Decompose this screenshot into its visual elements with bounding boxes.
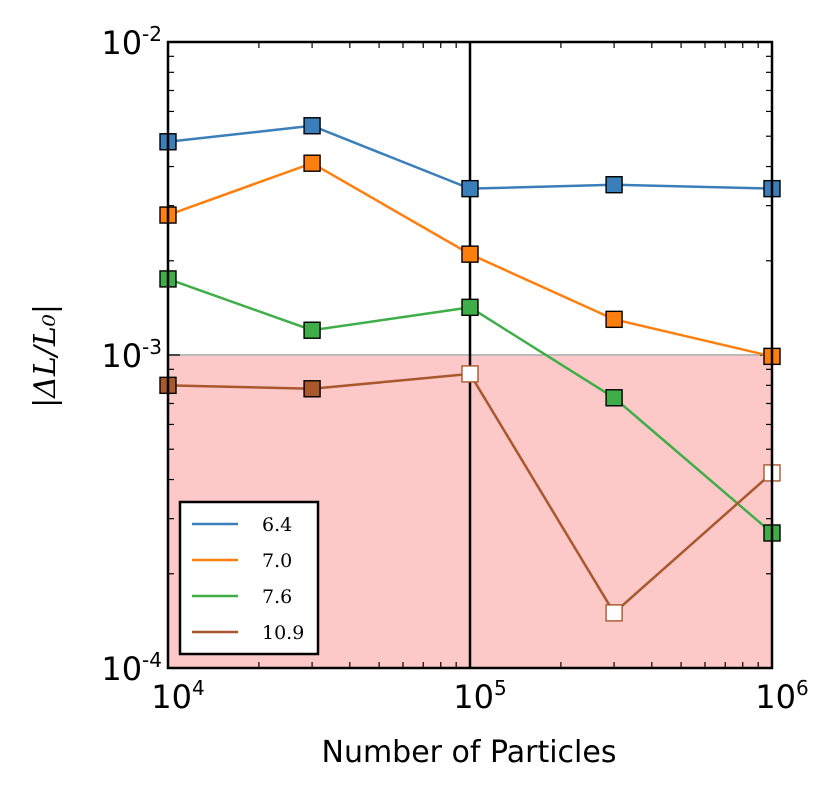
legend-box — [178, 500, 320, 656]
y-axis-label: |ΔL/L₀| — [28, 304, 63, 408]
data-point — [605, 389, 623, 407]
x-axis-label: Number of Particles — [322, 735, 617, 770]
series-6-4 — [159, 117, 781, 198]
y-tick-label: 10-3 — [101, 335, 162, 375]
y-tick-label: 10-2 — [101, 22, 162, 62]
legend-label: 7.0 — [262, 550, 292, 572]
tick-labels: 104 105 106 10-4 10-3 10-2 — [101, 22, 808, 716]
legend-label: 7.6 — [262, 586, 292, 608]
data-point — [605, 604, 623, 622]
series-10-9 — [159, 365, 781, 622]
data-point — [605, 310, 623, 329]
plot-frame — [166, 40, 774, 670]
legend: 6.4 7.0 7.6 10.9 — [178, 500, 320, 656]
data-point — [461, 298, 479, 317]
legend-label: 10.9 — [262, 622, 304, 644]
data-point — [461, 179, 479, 198]
y-tick-label: 10-4 — [101, 648, 162, 688]
data-point — [461, 245, 479, 263]
plot-border — [166, 40, 774, 670]
data-point — [303, 154, 321, 172]
legend-label: 6.4 — [262, 514, 292, 536]
series-layer — [159, 117, 781, 622]
data-point — [303, 117, 321, 135]
data-point — [461, 365, 479, 383]
data-point — [303, 380, 321, 398]
series-7-0 — [159, 154, 781, 366]
x-tick-label: 106 — [755, 676, 808, 716]
x-tick-label: 105 — [453, 676, 506, 716]
x-tick-label: 104 — [151, 676, 204, 716]
data-point — [605, 176, 623, 194]
data-point — [303, 321, 321, 339]
